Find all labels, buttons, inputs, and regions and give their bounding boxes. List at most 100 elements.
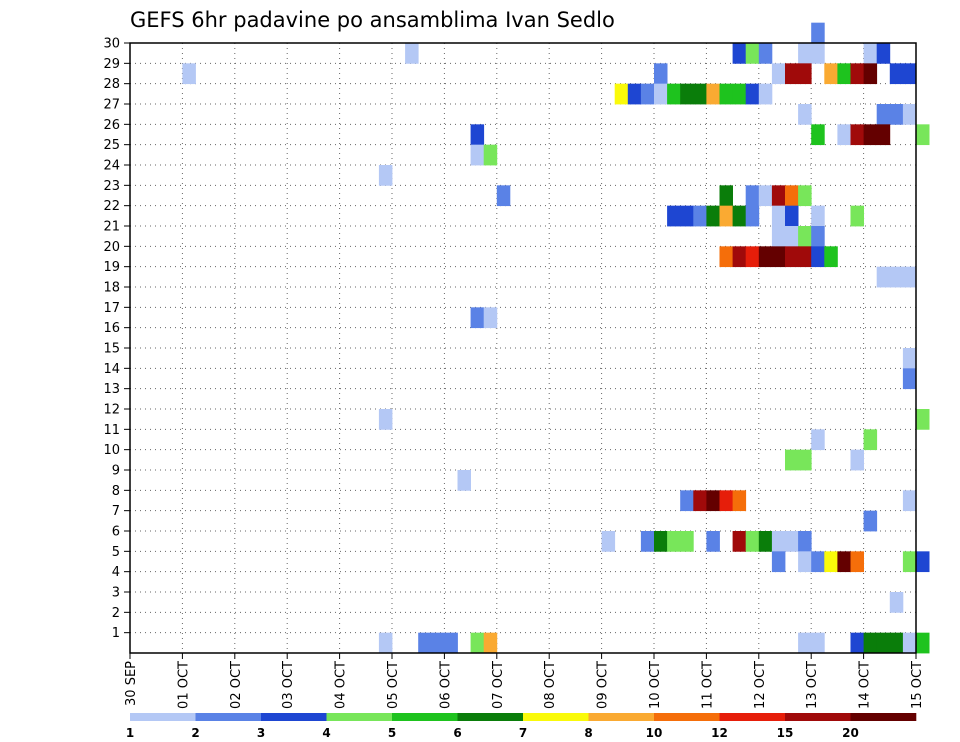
data-cell [798,632,812,654]
x-axis: 30 SEP 01 OCT 02 OCT 03 OCT 04 OCT 05 OCT 06 O… [124,653,925,709]
y-tick-label: 9 [112,464,120,479]
data-cell [771,531,786,552]
x-tick-label: 15 OCT [910,661,925,709]
legend-label: 12 [711,726,728,740]
x-tick-label: 11 OCT [700,661,715,709]
data-cell [902,266,917,288]
y-tick-label: 13 [103,382,120,397]
y-tick-label: 1 [112,626,120,641]
data-cell [667,83,681,105]
data-cell [902,368,917,390]
data-cell [850,124,864,146]
y-tick-label: 19 [103,260,120,275]
data-cell [889,592,904,613]
x-tick-label: 04 OCT [334,661,349,709]
data-cell [378,409,393,430]
data-cell [418,632,432,654]
data-cell [470,307,485,329]
data-cell [889,104,904,125]
y-axis: 1234567891011121314151617181920212223242… [103,37,130,641]
data-cell [745,205,760,227]
data-cell [706,531,720,552]
data-cell [889,632,904,654]
legend-label: 2 [191,726,199,740]
data-cell [824,246,838,268]
x-tick-label: 08 OCT [543,661,558,709]
data-cell [745,531,760,552]
data-cell [811,205,825,227]
data-cell [798,43,812,64]
data-cell [378,632,393,654]
data-cell [405,43,419,64]
data-cell [902,551,917,573]
y-tick-label: 14 [103,362,120,377]
data-cell [837,63,851,85]
data-cell [850,632,864,654]
data-cell [706,205,720,227]
data-cell [785,63,799,85]
data-cell [771,246,786,268]
legend-label: 6 [453,726,461,740]
data-cell [811,124,825,146]
data-cell [863,510,878,532]
data-cell [785,226,799,247]
y-tick-label: 26 [103,118,120,133]
data-cell [719,205,733,227]
data-cell [706,83,720,105]
data-cell [850,449,864,471]
data-cell [745,43,760,64]
legend-label: 1 [126,726,134,740]
y-tick-label: 17 [103,301,120,316]
data-cell [798,449,812,471]
data-cell [483,144,498,166]
data-cell [444,632,458,654]
data-cell [627,83,642,105]
y-tick-label: 11 [103,423,120,438]
data-cell [837,124,851,146]
data-cell [431,632,445,654]
x-tick-label: 12 OCT [753,661,768,709]
data-cell [771,63,786,85]
data-cell [811,429,825,451]
data-cell [719,83,733,105]
y-tick-label: 18 [103,281,120,296]
y-tick-label: 6 [112,525,120,540]
y-tick-label: 8 [112,484,120,499]
data-cell [916,409,930,430]
data-cell [758,83,773,105]
legend-swatch [850,713,917,721]
data-cell [916,551,930,573]
data-cell [745,246,760,268]
data-cell [850,551,864,573]
data-cell [654,531,668,552]
data-cell [706,490,720,512]
chart-title: GEFS 6hr padavine po ansamblima Ivan Sed… [130,8,615,32]
data-cell [693,83,707,105]
data-cell [601,531,616,552]
x-tick-label: 30 SEP [124,661,139,706]
legend-label: 5 [388,726,396,740]
data-cell [902,63,917,85]
data-cell [902,104,917,125]
y-tick-label: 15 [103,342,120,357]
data-cell [771,551,786,573]
y-tick-label: 4 [112,565,120,580]
data-cell [811,246,825,268]
legend-swatch [195,713,262,721]
data-cell [182,63,196,85]
data-cell [876,632,891,654]
legend-swatch [654,713,720,721]
data-cell [654,63,668,85]
data-cell [470,124,485,146]
data-cell [824,551,838,573]
legend-swatch [785,713,851,721]
data-cell [640,531,655,552]
y-tick-label: 22 [103,199,120,214]
data-cell [719,490,733,512]
x-tick-label: 02 OCT [229,661,244,709]
x-tick-label: 10 OCT [648,661,663,709]
data-cell [863,43,878,64]
data-cell [889,266,904,288]
y-tick-label: 30 [103,37,120,52]
